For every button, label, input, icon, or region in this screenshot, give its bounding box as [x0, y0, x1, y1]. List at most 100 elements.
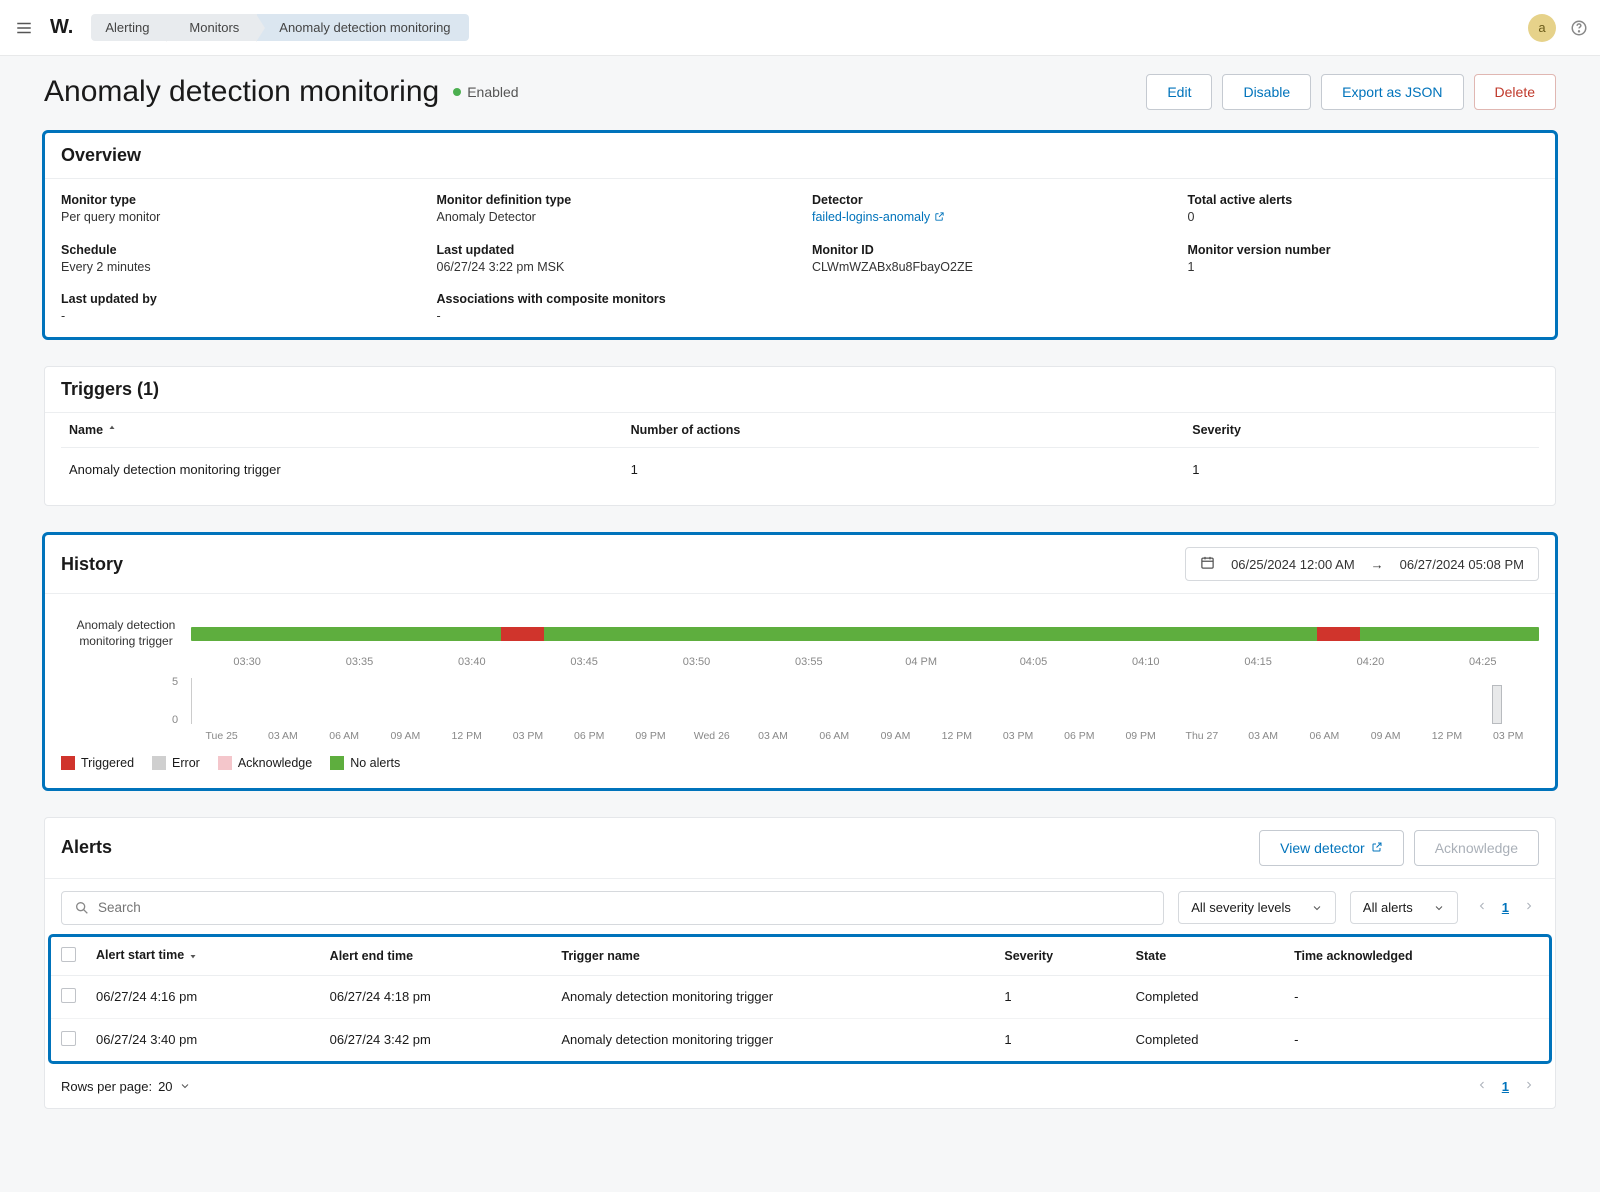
timeline-bar	[191, 627, 1539, 641]
col-ack[interactable]: Time acknowledged	[1284, 937, 1549, 976]
breadcrumb: Alerting Monitors Anomaly detection moni…	[91, 14, 468, 41]
range-from: 06/25/2024 12:00 AM	[1231, 557, 1355, 572]
alerts-pager-top: 1	[1472, 896, 1539, 919]
col-state[interactable]: State	[1126, 937, 1284, 976]
col-severity[interactable]: Severity	[994, 937, 1125, 976]
pager-prev[interactable]	[1472, 896, 1492, 919]
triggers-panel: Triggers (1) Name Number of actions Seve…	[44, 366, 1556, 507]
chevron-down-icon	[1433, 902, 1445, 914]
overview-title: Overview	[61, 145, 141, 166]
triggers-table: Name Number of actions Severity Anomaly …	[61, 413, 1539, 492]
triggers-col-actions[interactable]: Number of actions	[623, 413, 1185, 448]
sort-asc-icon	[107, 423, 117, 437]
ov-last-updated-value: 06/27/24 3:22 pm MSK	[437, 260, 789, 274]
help-icon[interactable]	[1570, 19, 1588, 37]
mini-y-max: 5	[172, 676, 178, 688]
pager-prev[interactable]	[1472, 1075, 1492, 1098]
breadcrumb-current[interactable]: Anomaly detection monitoring	[257, 14, 468, 41]
mini-bar	[1492, 685, 1502, 724]
legend-item[interactable]: No alerts	[330, 756, 400, 770]
edit-button[interactable]: Edit	[1146, 74, 1212, 110]
search-input[interactable]	[98, 900, 1151, 915]
alerts-panel: Alerts View detector Acknowledge All sev…	[44, 817, 1556, 1109]
search-icon	[74, 900, 90, 916]
ov-definition-type-label: Monitor definition type	[437, 193, 789, 207]
alerts-search[interactable]	[61, 891, 1164, 925]
alerts-pager-bottom: 1	[1472, 1075, 1539, 1098]
sort-desc-icon	[188, 949, 198, 963]
ov-last-updated-label: Last updated	[437, 243, 789, 257]
legend-item[interactable]: Error	[152, 756, 200, 770]
col-start[interactable]: Alert start time	[86, 937, 320, 976]
ov-version-value: 1	[1188, 260, 1540, 274]
ov-last-updated-by-value: -	[61, 309, 413, 323]
logo[interactable]: W.	[50, 16, 73, 39]
pager-next[interactable]	[1519, 1075, 1539, 1098]
ov-monitor-id-label: Monitor ID	[812, 243, 1164, 257]
table-row[interactable]: 06/27/24 4:16 pm06/27/24 4:18 pmAnomaly …	[51, 975, 1549, 1018]
ov-monitor-type-value: Per query monitor	[61, 210, 413, 224]
history-date-range[interactable]: 06/25/2024 12:00 AM → 06/27/2024 05:08 P…	[1185, 547, 1539, 581]
ov-total-active-value: 0	[1188, 210, 1540, 224]
pager-current[interactable]: 1	[1502, 1079, 1509, 1094]
pager-current[interactable]: 1	[1502, 900, 1509, 915]
range-to: 06/27/2024 05:08 PM	[1400, 557, 1524, 572]
ov-monitor-type-label: Monitor type	[61, 193, 413, 207]
col-trigger[interactable]: Trigger name	[551, 937, 994, 976]
alerts-table: Alert start time Alert end time Trigger …	[51, 937, 1549, 1061]
mini-chart: 5 0	[191, 678, 1539, 724]
chevron-down-icon	[179, 1080, 191, 1092]
ov-definition-type-value: Anomaly Detector	[437, 210, 789, 224]
state-filter[interactable]: All alerts	[1350, 891, 1458, 924]
history-panel: History 06/25/2024 12:00 AM → 06/27/2024…	[44, 534, 1556, 788]
table-row[interactable]: 06/27/24 3:40 pm06/27/24 3:42 pmAnomaly …	[51, 1018, 1549, 1061]
mini-axis: Tue 2503 AM06 AM09 AM12 PM03 PM06 PM09 P…	[61, 730, 1539, 742]
table-row[interactable]: Anomaly detection monitoring trigger11	[61, 448, 1539, 492]
topbar: W. Alerting Monitors Anomaly detection m…	[0, 0, 1600, 56]
view-detector-button[interactable]: View detector	[1259, 830, 1404, 866]
page-title: Anomaly detection monitoring	[44, 75, 439, 109]
history-legend: Triggered Error Acknowledge No alerts	[61, 742, 1539, 774]
row-checkbox[interactable]	[61, 988, 76, 1003]
external-link-icon	[1371, 840, 1383, 856]
ov-associations-label: Associations with composite monitors	[437, 292, 789, 306]
row-checkbox[interactable]	[61, 1031, 76, 1046]
menu-icon[interactable]	[12, 16, 36, 40]
status-dot-icon	[453, 88, 461, 96]
breadcrumb-alerting[interactable]: Alerting	[91, 14, 167, 41]
detector-link[interactable]: failed-logins-anomaly	[812, 210, 930, 224]
rows-per-page[interactable]: Rows per page: 20	[61, 1079, 191, 1094]
pager-next[interactable]	[1519, 896, 1539, 919]
triggers-col-severity[interactable]: Severity	[1184, 413, 1539, 448]
ov-monitor-id-value: CLWmWZABx8u8FbayO2ZE	[812, 260, 1164, 274]
ov-schedule-label: Schedule	[61, 243, 413, 257]
delete-button[interactable]: Delete	[1474, 74, 1556, 110]
legend-item[interactable]: Acknowledge	[218, 756, 312, 770]
severity-filter[interactable]: All severity levels	[1178, 891, 1336, 924]
range-arrow: →	[1371, 557, 1384, 572]
page-header: Anomaly detection monitoring Enabled Edi…	[44, 56, 1556, 132]
ov-schedule-value: Every 2 minutes	[61, 260, 413, 274]
mini-y-min: 0	[172, 714, 178, 726]
acknowledge-button[interactable]: Acknowledge	[1414, 830, 1539, 866]
legend-item[interactable]: Triggered	[61, 756, 134, 770]
breadcrumb-monitors[interactable]: Monitors	[167, 14, 257, 41]
status-badge: Enabled	[453, 84, 518, 100]
ov-last-updated-by-label: Last updated by	[61, 292, 413, 306]
history-title: History	[61, 554, 123, 575]
overview-panel: Overview Monitor type Per query monitor M…	[44, 132, 1556, 338]
ov-total-active-label: Total active alerts	[1188, 193, 1540, 207]
alerts-title: Alerts	[61, 837, 112, 858]
select-all-checkbox[interactable]	[61, 947, 76, 962]
triggers-title: Triggers (1)	[61, 379, 159, 400]
col-end[interactable]: Alert end time	[320, 937, 552, 976]
avatar[interactable]: a	[1528, 14, 1556, 42]
calendar-icon	[1200, 555, 1215, 573]
disable-button[interactable]: Disable	[1222, 74, 1311, 110]
ov-associations-value: -	[437, 309, 789, 323]
status-label: Enabled	[467, 84, 518, 100]
timeline-label: Anomaly detection monitoring trigger	[61, 618, 191, 649]
export-json-button[interactable]: Export as JSON	[1321, 74, 1463, 110]
ov-detector-label: Detector	[812, 193, 1164, 207]
triggers-col-name[interactable]: Name	[61, 413, 623, 448]
